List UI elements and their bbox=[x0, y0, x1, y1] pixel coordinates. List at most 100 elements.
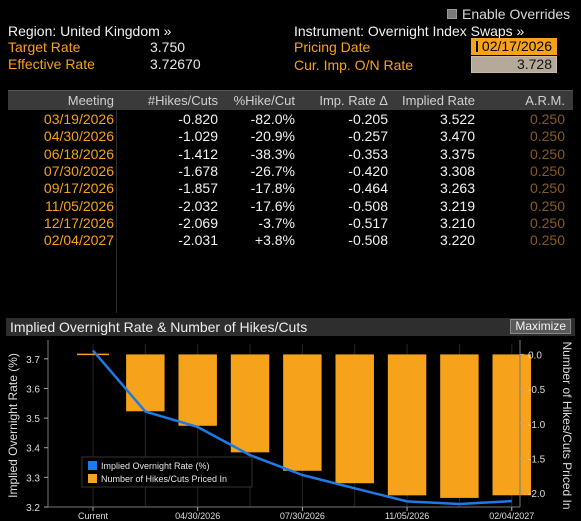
table-row[interactable]: 11/05/2026 -2.032 -17.6% -0.508 3.219 0.250 bbox=[8, 198, 573, 215]
effective-rate-label: Effective Rate bbox=[8, 56, 95, 72]
hikes-cuts-value: -2.031 bbox=[178, 232, 218, 249]
x-tick-label: 04/30/2026 bbox=[175, 511, 220, 521]
meeting-date: 07/30/2026 bbox=[43, 162, 114, 179]
left-tick-label: 3.7 bbox=[26, 355, 40, 366]
legend bbox=[81, 456, 253, 488]
meeting-date: 11/05/2026 bbox=[44, 197, 114, 214]
legend-label-line: Implied Overnight Rate (%) bbox=[101, 461, 210, 471]
left-tick-label: 3.6 bbox=[26, 384, 40, 395]
effective-rate-value: 3.72670 bbox=[150, 56, 201, 72]
arm-value: 0.250 bbox=[529, 214, 565, 231]
meeting-date: 06/18/2026 bbox=[43, 145, 114, 162]
meeting-date: 02/04/2027 bbox=[43, 232, 114, 249]
legend-label-bars: Number of Hikes/Cuts Priced In bbox=[101, 474, 227, 484]
instrument-selector[interactable]: Instrument: Overnight Index Swaps » bbox=[294, 23, 524, 40]
right-tick-label: -1.0 bbox=[528, 420, 546, 431]
arm-value: 0.250 bbox=[529, 111, 565, 127]
pct-hike-cut-value: -38.3% bbox=[250, 145, 295, 162]
region-value[interactable]: United Kingdom » bbox=[60, 23, 172, 39]
bar-03/19/2026 bbox=[126, 354, 165, 412]
left-tick-label: 3.5 bbox=[26, 414, 40, 425]
enable-overrides-label: Enable Overrides bbox=[462, 6, 571, 22]
hikes-cuts-value: -1.029 bbox=[178, 128, 218, 145]
pricing-date-input[interactable]: 02/17/2026 bbox=[471, 38, 557, 55]
arm-value: 0.250 bbox=[529, 197, 565, 214]
text-cursor bbox=[476, 41, 478, 52]
enable-overrides-toggle[interactable]: Enable Overrides bbox=[447, 6, 570, 22]
table-row[interactable]: 09/17/2026 -1.857 -17.8% -0.464 3.263 0.250 bbox=[8, 180, 573, 197]
col-imp-rate-delta[interactable]: Imp. Rate Δ bbox=[319, 93, 388, 108]
left-tick-label: 3.3 bbox=[26, 473, 40, 484]
bar-09/17/2026 bbox=[335, 354, 374, 484]
bar-07/30/2026 bbox=[283, 354, 322, 471]
arm-value: 0.250 bbox=[529, 180, 565, 197]
bar-12/17/2026 bbox=[440, 354, 479, 498]
region-selector[interactable]: Region: United Kingdom » bbox=[8, 23, 171, 40]
meeting-date: 03/19/2026 bbox=[43, 111, 114, 127]
pct-hike-cut-value: -17.6% bbox=[250, 197, 295, 214]
cur-imp-rate-label: Cur. Imp. O/N Rate bbox=[294, 57, 414, 73]
left-axis-title: Implied Overnight Rate (%) bbox=[6, 353, 20, 498]
table-row[interactable]: 12/17/2026 -2.069 -3.7% -0.517 3.210 0.250 bbox=[8, 215, 573, 232]
table-row[interactable]: 04/30/2026 -1.029 -20.9% -0.257 3.470 0.250 bbox=[8, 128, 573, 145]
left-tick-label: 3.2 bbox=[26, 503, 40, 514]
pct-hike-cut-value: -82.0% bbox=[250, 111, 295, 127]
hikes-cuts-value: -2.069 bbox=[178, 214, 218, 231]
hikes-cuts-value: -2.032 bbox=[178, 197, 218, 214]
imp-rate-delta-value: -0.257 bbox=[348, 128, 388, 145]
right-tick-label: -2.0 bbox=[528, 489, 546, 500]
arm-value: 0.250 bbox=[529, 145, 565, 162]
pricing-date-value: 02/17/2026 bbox=[481, 38, 552, 54]
right-axis-title: Number of Hikes/Cuts Priced In bbox=[560, 341, 574, 509]
cur-imp-rate-input[interactable]: 3.728 bbox=[471, 56, 557, 73]
pct-hike-cut-value: -3.7% bbox=[258, 214, 295, 231]
pct-hike-cut-value: -20.9% bbox=[250, 128, 295, 145]
x-tick-label: Current bbox=[78, 511, 109, 521]
right-tick-label: 0.0 bbox=[528, 350, 542, 361]
imp-rate-delta-value: -0.508 bbox=[348, 232, 388, 249]
imp-rate-delta-value: -0.517 bbox=[348, 214, 388, 231]
x-tick-label: 02/04/2027 bbox=[489, 511, 534, 521]
implied-rate-chart: 3.2 3.3 3.4 3.5 3.6 3.7 0.0 -0.5 -1.0 -1.5 -2.0 Cur… bbox=[6, 340, 574, 521]
legend-swatch-line bbox=[88, 461, 97, 470]
imp-rate-delta-value: -0.205 bbox=[348, 111, 388, 127]
meeting-date: 09/17/2026 bbox=[43, 180, 114, 197]
imp-rate-delta-value: -0.464 bbox=[348, 180, 388, 197]
instrument-label: Instrument: bbox=[294, 23, 365, 39]
bar-02/04/2027 bbox=[492, 354, 531, 496]
col-arm[interactable]: A.R.M. bbox=[525, 93, 565, 108]
imp-rate-delta-value: -0.420 bbox=[348, 162, 388, 179]
imp-rate-delta-value: -0.508 bbox=[348, 197, 388, 214]
region-label: Region: bbox=[8, 23, 57, 39]
pct-hike-cut-value: +3.8% bbox=[254, 232, 295, 249]
table-row[interactable]: 02/04/2027 -2.031 +3.8% -0.508 3.220 0.250 bbox=[8, 232, 573, 249]
col-meeting[interactable]: Meeting bbox=[67, 93, 114, 108]
bar-06/18/2026 bbox=[230, 354, 270, 453]
imp-rate-delta-value: -0.353 bbox=[348, 145, 388, 162]
implied-rate-line bbox=[92, 349, 512, 506]
table-row[interactable]: 06/18/2026 -1.412 -38.3% -0.353 3.375 0.250 bbox=[8, 146, 573, 163]
target-rate-value: 3.750 bbox=[150, 39, 186, 55]
maximize-button[interactable]: Maximize bbox=[510, 319, 571, 334]
col-hikes-cuts[interactable]: #Hikes/Cuts bbox=[147, 93, 218, 108]
table-row[interactable]: 03/19/2026 -0.820 -82.0% -0.205 3.522 0.250 bbox=[8, 111, 573, 128]
implied-rate-value: 3.375 bbox=[439, 145, 475, 162]
target-rate-label: Target Rate bbox=[8, 39, 81, 55]
implied-rate-value: 3.219 bbox=[439, 197, 475, 214]
checkbox-icon[interactable] bbox=[447, 9, 457, 19]
meetings-table: Meeting #Hikes/Cuts %Hike/Cut Imp. Rate … bbox=[8, 90, 573, 313]
implied-rate-value: 3.220 bbox=[439, 232, 475, 249]
col-implied-rate[interactable]: Implied Rate bbox=[402, 93, 475, 108]
implied-rate-value: 3.210 bbox=[439, 214, 475, 231]
arm-value: 0.250 bbox=[529, 162, 565, 179]
cur-imp-rate-value: 3.728 bbox=[516, 56, 552, 72]
chart-title: Implied Overnight Rate & Number of Hikes… bbox=[10, 319, 308, 335]
table-row[interactable]: 07/30/2026 -1.678 -26.7% -0.420 3.308 0.250 bbox=[8, 163, 573, 180]
instrument-value[interactable]: Overnight Index Swaps » bbox=[367, 23, 525, 39]
table-header: Meeting #Hikes/Cuts %Hike/Cut Imp. Rate … bbox=[8, 91, 573, 110]
hikes-cuts-value: -1.857 bbox=[178, 180, 218, 197]
bar-04/30/2026 bbox=[178, 354, 217, 426]
col-pct-hike-cut[interactable]: %Hike/Cut bbox=[233, 93, 295, 108]
legend-swatch-bars bbox=[88, 474, 97, 483]
pricing-date-label: Pricing Date bbox=[294, 39, 371, 55]
